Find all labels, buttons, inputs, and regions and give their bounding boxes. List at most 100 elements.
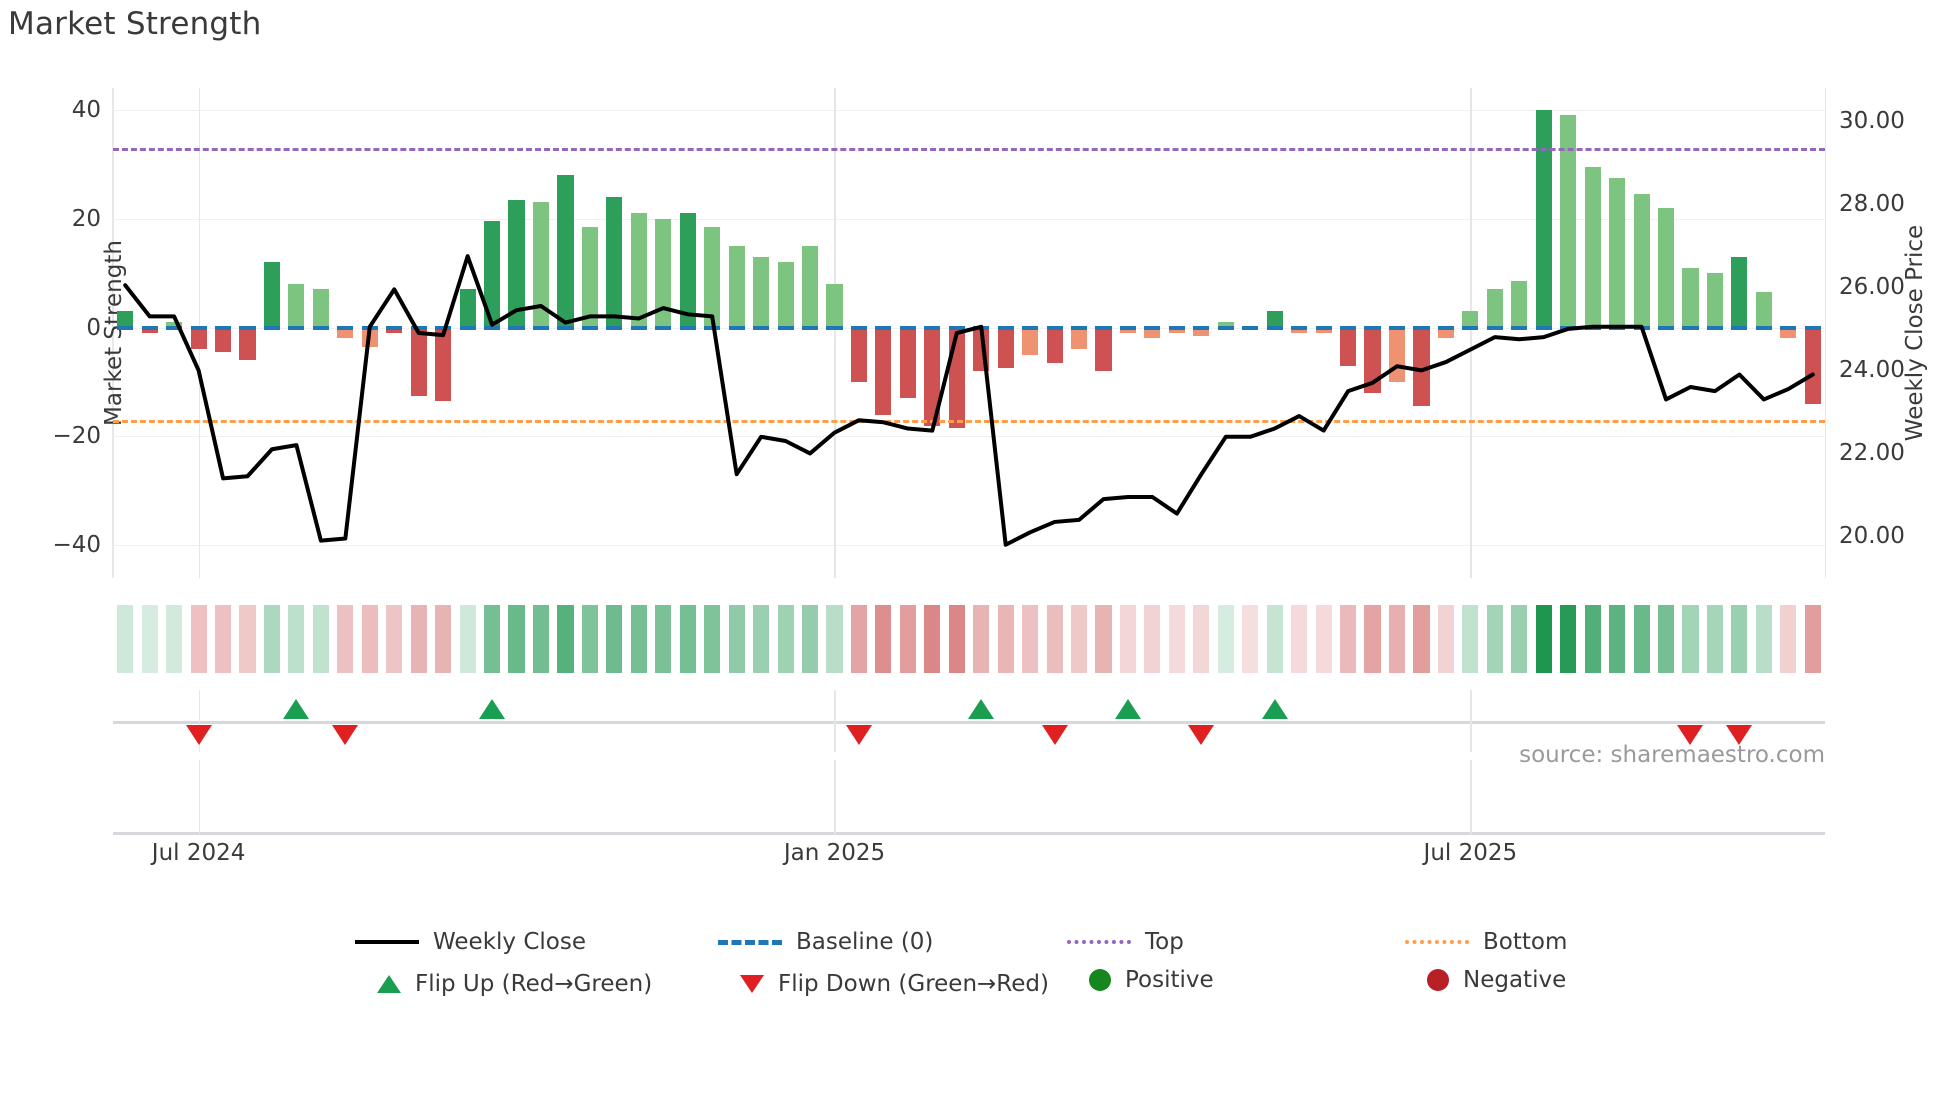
heatmap-cell: [1560, 605, 1577, 673]
heatmap-cell: [508, 605, 525, 673]
left-tick-label: −20: [52, 423, 101, 450]
gridline: [113, 109, 1825, 111]
strength-bar: [704, 226, 721, 328]
baseline-segment: [1388, 325, 1406, 330]
legend-item-positive[interactable]: Positive: [1067, 967, 1214, 993]
baseline-segment: [288, 325, 305, 330]
strength-bar: [753, 256, 770, 328]
baseline-segment: [606, 325, 623, 330]
strength-bar: [141, 327, 158, 333]
flip-up-marker: [968, 699, 995, 719]
chart-legend: Weekly Close Baseline (0) Top Bottom Fli…: [355, 925, 1655, 1005]
baseline-segment: [1315, 325, 1332, 330]
strength-bar: [1731, 256, 1748, 328]
heatmap-cell: [1242, 605, 1259, 673]
heatmap-cell: [1755, 605, 1772, 673]
heatmap-cell: [1070, 605, 1088, 673]
strength-bar: [1217, 322, 1234, 328]
right-axis-title: Weekly Close Price: [1901, 224, 1928, 442]
heatmap-cell: [1364, 605, 1381, 673]
x-tick-label: Jan 2025: [783, 840, 886, 866]
heatmap-cell: [166, 605, 183, 673]
heatmap-cell: [1437, 605, 1454, 673]
legend-row-1: Weekly Close Baseline (0) Top Bottom: [355, 925, 1655, 965]
heatmap-cell: [1388, 605, 1406, 673]
legend-item-flip-up[interactable]: Flip Up (Red→Green): [355, 971, 652, 997]
strength-bar: [1609, 177, 1626, 328]
heatmap-cell: [753, 605, 770, 673]
baseline-segment: [1780, 325, 1797, 330]
baseline-segment: [1535, 325, 1552, 330]
heatmap-cell: [1609, 605, 1626, 673]
strength-bar: [1657, 207, 1675, 328]
strength-bar: [1144, 327, 1161, 339]
baseline-segment: [777, 325, 794, 330]
legend-label: Flip Down (Green→Red): [778, 971, 1049, 997]
left-tick-label: −40: [52, 532, 101, 559]
legend-row-2: Flip Up (Red→Green) Flip Down (Green→Red…: [355, 965, 1655, 1005]
legend-item-flip-down[interactable]: Flip Down (Green→Red): [718, 971, 1049, 997]
strength-bar: [581, 226, 598, 328]
legend-item-bottom[interactable]: Bottom: [1405, 929, 1567, 955]
heatmap-cell: [1266, 605, 1283, 673]
heatmap-cell: [557, 605, 574, 673]
legend-label: Bottom: [1483, 929, 1568, 955]
legend-item-negative[interactable]: Negative: [1405, 967, 1566, 993]
flip-down-marker: [185, 725, 212, 745]
flip-axis-line: [113, 721, 1825, 724]
strength-bar: [1413, 327, 1430, 407]
triangle-down-icon: [740, 975, 764, 993]
gridline: [113, 436, 1825, 438]
baseline-segment: [1168, 325, 1185, 330]
heatmap-cell: [190, 605, 207, 673]
legend-item-top[interactable]: Top: [1067, 929, 1184, 955]
legend-item-weekly-close[interactable]: Weekly Close: [355, 929, 586, 955]
right-tick-label: 20.00: [1839, 523, 1905, 550]
triangle-up-icon: [377, 975, 401, 993]
x-tick-label: Jul 2024: [151, 840, 246, 866]
baseline-segment: [337, 325, 354, 330]
heatmap-cell: [459, 605, 476, 673]
right-tick-label: 30.00: [1839, 108, 1905, 135]
legend-label: Flip Up (Red→Green): [415, 971, 653, 997]
x-guide: [198, 690, 201, 752]
strength-bar: [801, 245, 819, 328]
baseline-segment: [1364, 325, 1381, 330]
legend-label: Top: [1145, 929, 1184, 955]
page-title: Market Strength: [8, 6, 262, 42]
baseline-segment: [1437, 325, 1454, 330]
strength-bar: [1340, 327, 1357, 366]
x-guide: [834, 690, 836, 752]
strength-bar: [1560, 115, 1577, 328]
strength-bar: [1780, 327, 1797, 339]
heatmap-cell: [826, 605, 843, 673]
legend-item-baseline[interactable]: Baseline (0): [718, 929, 933, 955]
strength-bar: [1119, 327, 1137, 333]
heatmap-cell: [875, 605, 892, 673]
left-axis-spine: [112, 88, 114, 578]
strength-bar: [1168, 327, 1185, 333]
heatmap-cell: [1682, 605, 1699, 673]
baseline-segment: [1486, 325, 1503, 330]
strength-bar: [1584, 166, 1601, 328]
strength-bar: [263, 262, 281, 328]
heatmap-cell: [214, 605, 232, 673]
strength-bar: [875, 327, 892, 415]
heatmap-cell: [606, 605, 623, 673]
heatmap-cell: [141, 605, 158, 673]
heatmap-cell: [1804, 605, 1821, 673]
baseline-segment: [1804, 325, 1821, 330]
heatmap-cell: [801, 605, 819, 673]
strength-bar: [557, 175, 574, 328]
heatmap-cell: [312, 605, 329, 673]
baseline-segment: [1511, 325, 1528, 330]
strength-bar: [532, 202, 550, 328]
heatmap-cell: [1511, 605, 1528, 673]
strength-bar: [655, 218, 672, 328]
strength-bar: [1706, 273, 1723, 328]
heatmap-cell: [1535, 605, 1552, 673]
strength-bar: [826, 284, 843, 328]
baseline-segment: [1266, 325, 1283, 330]
flip-up-marker: [479, 699, 506, 719]
baseline-segment: [630, 325, 647, 330]
